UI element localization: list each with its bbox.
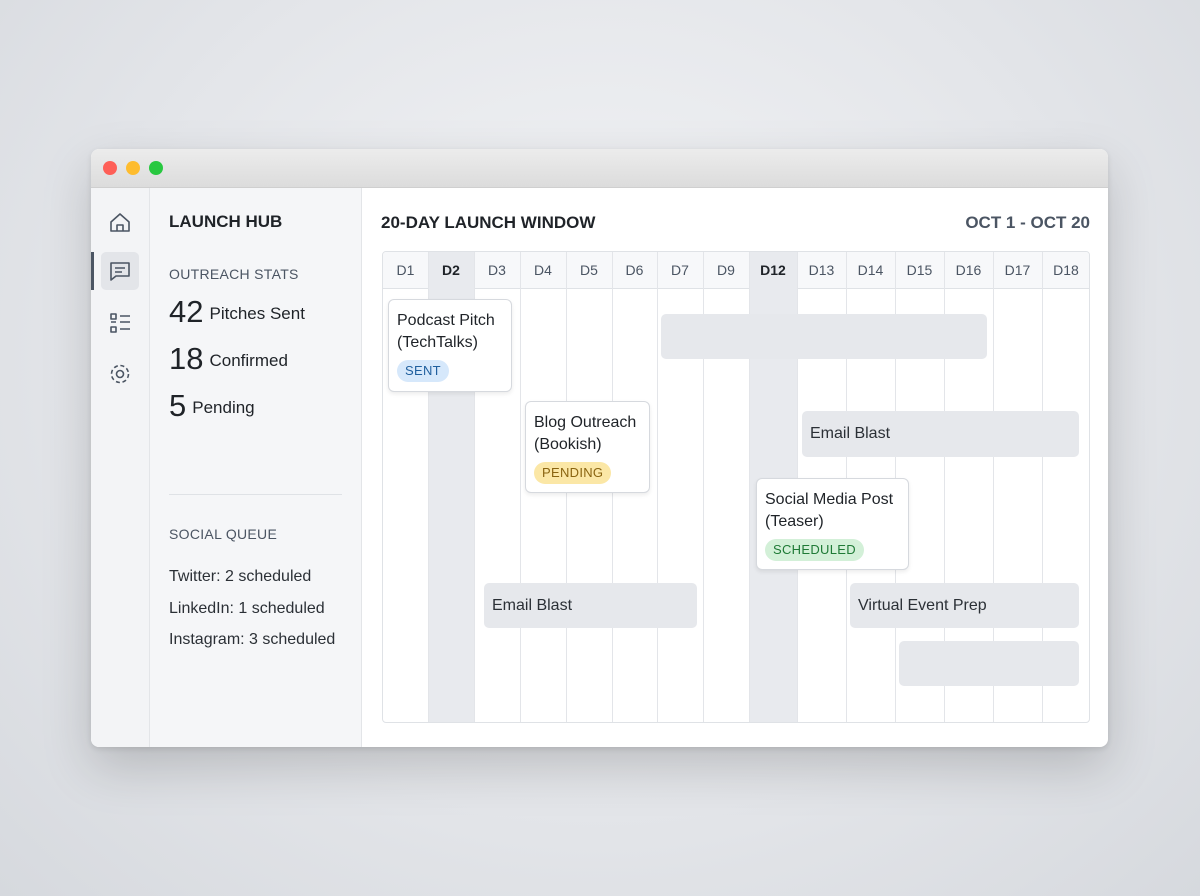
card-title: Social Media Post (Teaser) — [765, 491, 894, 530]
day-label: D17 — [1004, 262, 1031, 278]
timeline-title: 20-DAY LAUNCH WINDOW — [381, 213, 596, 232]
day-label: D16 — [955, 262, 982, 278]
day-label: D6 — [625, 262, 644, 278]
task-bar: Virtual Event Prep — [850, 583, 1079, 628]
column-line — [474, 252, 475, 722]
messages-icon[interactable] — [110, 262, 130, 281]
status-badge: SCHEDULED — [765, 539, 864, 561]
day-label: D1 — [396, 262, 415, 278]
app-title: LAUNCH HUB — [169, 212, 283, 231]
app-window: LAUNCH HUB OUTREACH STATS 42 Pitches Sent… — [91, 149, 1108, 747]
event-card: Blog Outreach (Bookish) PENDING — [525, 401, 650, 493]
active-indicator — [91, 252, 94, 290]
settings-icon[interactable] — [115, 369, 125, 379]
date-range: OCT 1 - OCT 20 — [965, 213, 1090, 232]
rail-icons — [91, 213, 139, 384]
close-button[interactable] — [103, 161, 117, 175]
zoom-button[interactable] — [149, 161, 163, 175]
day-label: D18 — [1053, 262, 1079, 278]
column-line — [944, 252, 945, 722]
title-bar — [91, 149, 1108, 188]
day-label: D5 — [580, 262, 598, 278]
day-label: D14 — [857, 262, 884, 278]
home-icon[interactable] — [110, 213, 130, 232]
social-item: Instagram: 3 scheduled — [169, 631, 336, 648]
stat-label: Pending — [192, 398, 255, 417]
section-heading: OUTREACH STATS — [169, 266, 299, 282]
task-bar: Email Blast — [802, 411, 1079, 457]
divider — [169, 494, 342, 495]
column-line — [703, 252, 704, 722]
stat-value: 42 — [169, 294, 204, 329]
stat-label: Confirmed — [209, 351, 288, 370]
social-item: Twitter: 2 scheduled — [169, 568, 312, 585]
column-line — [520, 252, 521, 722]
stat-value: 18 — [169, 341, 204, 376]
minimize-button[interactable] — [126, 161, 140, 175]
sidebar: LAUNCH HUB OUTREACH STATS 42 Pitches Sent… — [150, 188, 362, 747]
section-heading: SOCIAL QUEUE — [169, 526, 278, 542]
status-badge: PENDING — [534, 462, 612, 484]
stat-label: Pitches Sent — [209, 304, 305, 323]
day-label: D13 — [808, 262, 835, 278]
status-badge: SENT — [397, 360, 449, 382]
day-label: D12 — [760, 262, 786, 278]
column-line — [993, 252, 994, 722]
placeholder-bar — [661, 314, 987, 359]
column-line — [657, 252, 658, 722]
event-card: Podcast Pitch (TechTalks) SENT — [388, 299, 512, 392]
header-row — [383, 252, 1089, 289]
day-label: D15 — [906, 262, 933, 278]
column-line — [428, 252, 429, 722]
day-label: D7 — [671, 262, 689, 278]
stat: 18 Confirmed — [169, 341, 288, 377]
card-title: Podcast Pitch (TechTalks) — [397, 312, 495, 351]
stat-value: 5 — [169, 388, 187, 423]
task-bar: Email Blast — [484, 583, 697, 628]
day-label: D4 — [534, 262, 552, 278]
stat: 42 Pitches Sent — [169, 294, 305, 330]
column-line — [1042, 252, 1043, 722]
day-label: D9 — [717, 262, 735, 278]
event-card: Social Media Post (Teaser) SCHEDULED — [756, 478, 909, 570]
card-title: Blog Outreach (Bookish) — [534, 414, 637, 453]
placeholder-bar — [899, 641, 1079, 686]
stat: 5 Pending — [169, 388, 255, 424]
social-item: LinkedIn: 1 scheduled — [169, 599, 325, 617]
day-label: D3 — [488, 262, 506, 278]
icon-rail — [91, 188, 150, 747]
active-highlight — [101, 252, 139, 290]
column-line — [749, 252, 750, 722]
day-label: D2 — [442, 262, 460, 278]
list-icon[interactable] — [110, 313, 130, 333]
